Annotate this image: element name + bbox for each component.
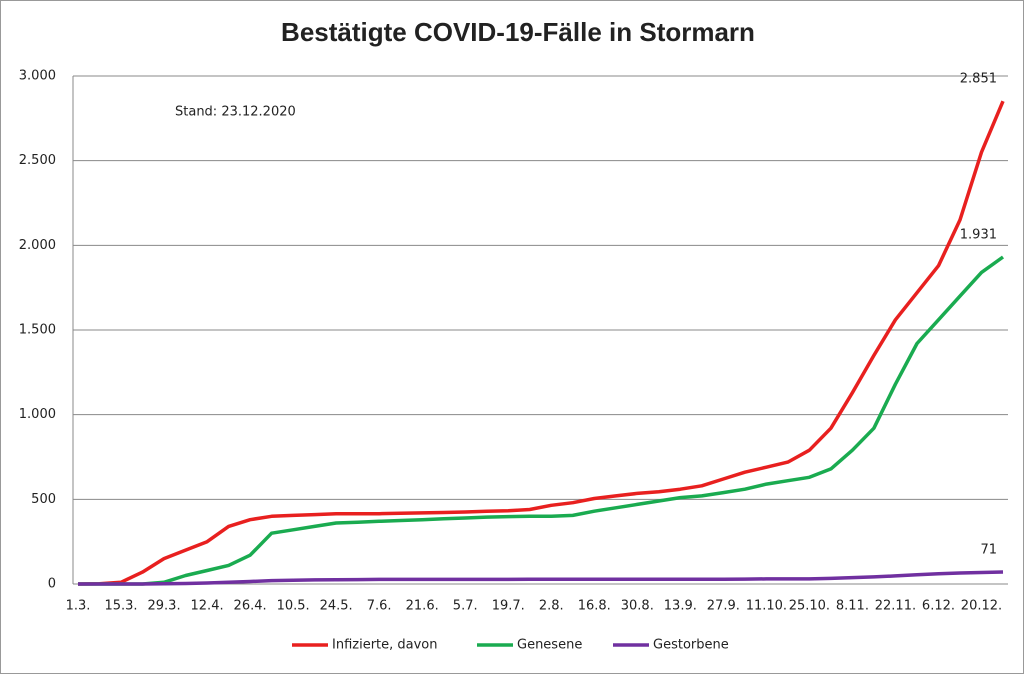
x-tick-label: 5.7. xyxy=(453,599,478,614)
x-tick-label: 10.5. xyxy=(277,599,310,614)
x-tick-label: 29.3. xyxy=(148,599,181,614)
x-tick-label: 15.3. xyxy=(104,599,137,614)
x-tick-label: 20.12. xyxy=(961,599,1002,614)
data-label: 1.931 xyxy=(960,228,997,243)
y-tick-label: 1.500 xyxy=(19,323,56,338)
y-tick-label: 0 xyxy=(48,577,56,592)
x-tick-label: 27.9. xyxy=(707,599,740,614)
series-line xyxy=(78,570,1004,586)
x-tick-label: 25.10. xyxy=(789,599,830,614)
series-line xyxy=(77,100,1005,586)
x-tick-label: 30.8. xyxy=(621,599,654,614)
series-line xyxy=(78,255,1005,586)
annotation: Stand: 23.12.2020 xyxy=(175,105,296,120)
x-tick-label: 6.12. xyxy=(922,599,955,614)
y-tick-label: 2.000 xyxy=(19,238,56,253)
legend-label: Genesene xyxy=(517,638,582,653)
x-tick-label: 11.10. xyxy=(746,599,787,614)
x-tick-label: 19.7. xyxy=(492,599,525,614)
x-tick-label: 2.8. xyxy=(539,599,564,614)
x-tick-label: 16.8. xyxy=(578,599,611,614)
x-tick-label: 8.11. xyxy=(836,599,869,614)
chart-title: Bestätigte COVID-19-Fälle in Stormarn xyxy=(281,17,755,47)
x-tick-label: 12.4. xyxy=(191,599,224,614)
x-tick-label: 7.6. xyxy=(367,599,392,614)
y-tick-label: 500 xyxy=(31,492,56,507)
data-label: 2.851 xyxy=(960,72,997,87)
x-tick-label: 1.3. xyxy=(66,599,91,614)
legend-label: Gestorbene xyxy=(653,638,729,653)
y-tick-label: 1.000 xyxy=(19,407,56,422)
y-tick-label: 2.500 xyxy=(19,153,56,168)
x-tick-label: 24.5. xyxy=(320,599,353,614)
x-tick-label: 26.4. xyxy=(234,599,267,614)
x-tick-label: 21.6. xyxy=(406,599,439,614)
data-label: 71 xyxy=(980,542,997,557)
x-tick-label: 13.9. xyxy=(664,599,697,614)
y-tick-label: 3.000 xyxy=(19,69,56,84)
legend-label: Infizierte, davon xyxy=(332,638,438,653)
x-tick-label: 22.11. xyxy=(875,599,916,614)
